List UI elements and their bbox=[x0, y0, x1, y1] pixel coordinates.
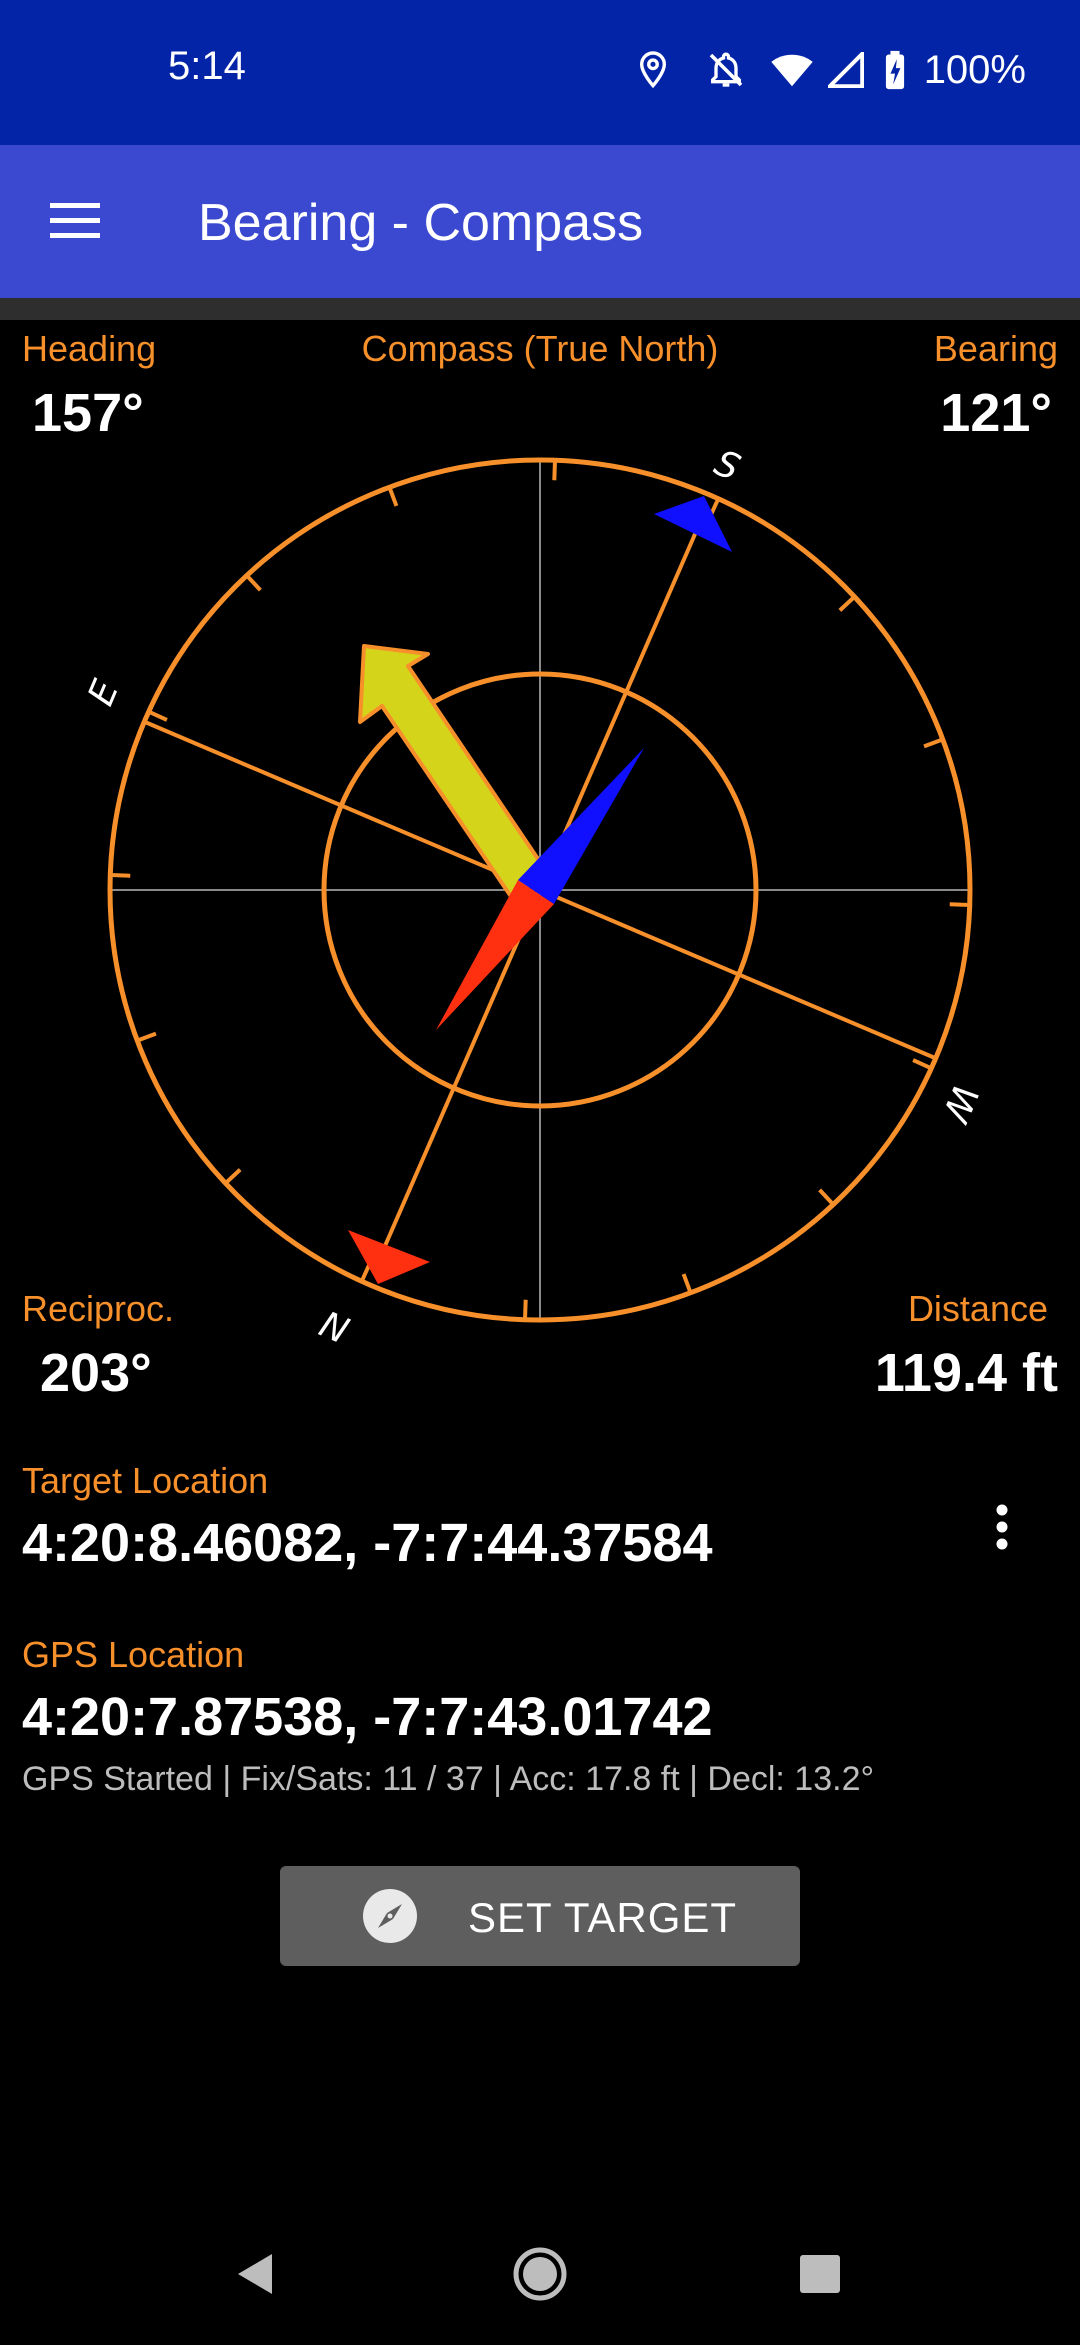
distance-label: Distance bbox=[907, 1288, 1048, 1329]
target-location-label: Target Location bbox=[22, 1460, 269, 1501]
status-time: 5:14 bbox=[168, 44, 246, 88]
gps-status-line: GPS Started | Fix/Sats: 11 / 37 | Acc: 1… bbox=[22, 1760, 875, 1798]
heading-label: Heading bbox=[22, 328, 157, 369]
east-west-axis-line bbox=[144, 720, 936, 1060]
cell-signal-icon bbox=[827, 52, 864, 88]
compass-tick bbox=[912, 1058, 933, 1071]
compass-tick bbox=[818, 1188, 835, 1206]
compass-tick bbox=[245, 574, 262, 592]
compass-tick bbox=[110, 872, 131, 878]
bearing-value: 121° bbox=[940, 383, 1052, 443]
cardinal-label-east: E bbox=[81, 674, 128, 711]
compass-tick bbox=[552, 460, 558, 481]
set-target-label: SET TARGET bbox=[468, 1894, 738, 1941]
south-pointer-triangle bbox=[654, 496, 732, 552]
hamburger-menu-button[interactable] bbox=[44, 195, 108, 247]
nav-back-button[interactable] bbox=[196, 2200, 316, 2340]
app-bar: Bearing - Compass bbox=[0, 145, 1080, 298]
compass-tick bbox=[359, 1262, 372, 1283]
status-icons: 100% bbox=[636, 44, 1026, 96]
cardinal-label-north: N bbox=[315, 1301, 356, 1349]
bearing-label: Bearing bbox=[933, 328, 1058, 369]
compass-ticks bbox=[110, 460, 970, 1320]
compass-inner-ring bbox=[321, 671, 759, 1109]
location-icon bbox=[639, 51, 666, 89]
compass-outer-ring bbox=[107, 457, 973, 1323]
home-icon bbox=[513, 2247, 567, 2301]
north-south-axis-line bbox=[376, 517, 704, 1263]
compass-tick bbox=[136, 1031, 157, 1043]
compass-crosshair bbox=[110, 460, 970, 1320]
compass-tick bbox=[838, 595, 856, 612]
battery-charging-icon bbox=[885, 50, 904, 90]
bell-off-icon bbox=[709, 52, 742, 87]
nav-recents-button[interactable] bbox=[760, 2200, 880, 2340]
compass-tick bbox=[522, 1299, 528, 1320]
needle-north bbox=[436, 880, 554, 1030]
bearing-arrow bbox=[358, 644, 546, 900]
set-target-button[interactable]: SET TARGET bbox=[280, 1866, 800, 1966]
more-vert-icon bbox=[996, 1504, 1008, 1550]
hamburger-menu-icon bbox=[50, 203, 100, 238]
needle-south bbox=[518, 748, 644, 904]
compass-tick bbox=[949, 902, 970, 908]
navigation-bar bbox=[0, 2200, 1080, 2340]
heading-value: 157° bbox=[32, 383, 144, 443]
battery-percent: 100% bbox=[923, 47, 1026, 92]
compass-tick bbox=[923, 737, 944, 749]
distance-value: 119.4 ft bbox=[874, 1343, 1058, 1403]
gps-coords: 4:20:7.87538, -7:7:43.01742 bbox=[22, 1687, 713, 1747]
cardinal-label-west: W bbox=[933, 1078, 985, 1128]
wifi-icon bbox=[770, 54, 813, 87]
divider bbox=[0, 298, 1080, 320]
reciprocal-value: 203° bbox=[40, 1343, 152, 1403]
nav-home-button[interactable] bbox=[480, 2200, 600, 2340]
reciprocal-label: Reciproc. bbox=[22, 1288, 175, 1329]
target-coords: 4:20:8.46082, -7:7:44.37584 bbox=[22, 1513, 713, 1573]
compass-tick bbox=[708, 497, 721, 518]
compass-tick bbox=[147, 709, 168, 722]
recents-icon bbox=[800, 2255, 840, 2293]
compass-tick bbox=[681, 1273, 693, 1294]
compass-mode-label: Compass (True North) bbox=[361, 328, 719, 369]
back-icon bbox=[238, 2254, 272, 2294]
app-title: Bearing - Compass bbox=[198, 194, 644, 252]
gps-location-label: GPS Location bbox=[22, 1634, 245, 1675]
compass-tick bbox=[224, 1168, 242, 1185]
status-bar: 5:14 100% bbox=[0, 0, 1080, 145]
more-options-button[interactable] bbox=[982, 1500, 1022, 1560]
north-pointer-triangle bbox=[348, 1230, 430, 1284]
compass-icon bbox=[363, 1889, 417, 1943]
cardinal-label-south: S bbox=[708, 443, 745, 490]
compass-tick bbox=[387, 486, 399, 507]
